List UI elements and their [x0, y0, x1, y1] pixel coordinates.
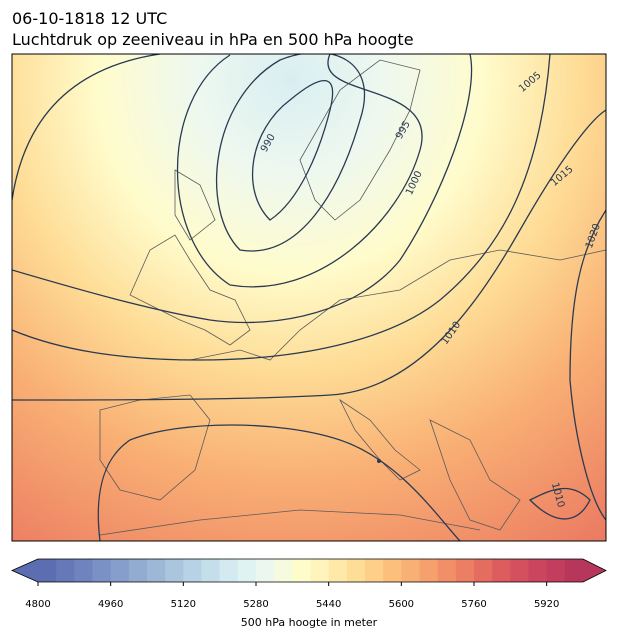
colorbar-label: 500 hPa hoogte in meter	[241, 616, 378, 629]
colorbar-bin	[528, 559, 548, 582]
colorbar-tick-label: 4960	[98, 599, 123, 610]
colorbar-bin	[474, 559, 493, 582]
colorbar-bin	[92, 559, 112, 582]
colorbar: 4800 4960 5120 5280 5440 5600 5760 5920	[11, 558, 607, 610]
colorbar-tick-label: 5120	[171, 599, 196, 610]
colorbar-bin	[219, 559, 239, 582]
colorbar-bin	[74, 559, 93, 582]
colorbar-bin	[546, 559, 566, 582]
colorbar-bin	[110, 559, 130, 582]
colorbar-bin	[292, 559, 311, 582]
colorbar-tick-label: 5920	[534, 599, 559, 610]
colorbar-tick-label: 5280	[243, 599, 268, 610]
colorbar-bin	[455, 559, 475, 582]
colorbar-bin	[38, 559, 57, 582]
colorbar-bin	[419, 559, 439, 582]
colorbar-bin	[237, 559, 257, 582]
colorbar-tick-label: 5600	[389, 599, 414, 610]
colorbar-bin	[346, 559, 366, 582]
colorbar-bin	[128, 559, 148, 582]
colorbar-bin	[401, 559, 420, 582]
colorbar-bin	[437, 559, 457, 582]
colorbar-outline	[11, 558, 607, 583]
colorbar-extend-low	[12, 559, 38, 582]
colorbar-bin	[165, 559, 184, 582]
colorbar-tick-label: 5760	[461, 599, 486, 610]
colorbar-tick-label: 4800	[25, 599, 50, 610]
colorbar-bin	[328, 559, 348, 582]
height-field	[12, 54, 606, 541]
colorbar-bin	[383, 559, 402, 582]
city-marker	[377, 459, 381, 463]
map-frame	[11, 53, 607, 542]
colorbar-tick-label: 5440	[316, 599, 341, 610]
colorbar-bin	[310, 559, 330, 582]
colorbar-bin	[147, 559, 166, 582]
colorbar-bin	[365, 559, 384, 582]
colorbar-extend-high	[583, 559, 606, 582]
colorbar-bin	[201, 559, 221, 582]
subtitle: Luchtdruk op zeeniveau in hPa en 500 hPa…	[12, 30, 414, 49]
title: 06-10-1818 12 UTC	[12, 9, 167, 28]
colorbar-bin	[256, 559, 275, 582]
colorbar-bin	[492, 559, 511, 582]
colorbar-bin	[56, 559, 75, 582]
colorbar-bin	[183, 559, 202, 582]
colorbar-bin	[274, 559, 293, 582]
colorbar-bin	[510, 559, 529, 582]
colorbar-bin	[564, 559, 584, 582]
map	[12, 54, 606, 541]
isobars	[12, 54, 606, 541]
